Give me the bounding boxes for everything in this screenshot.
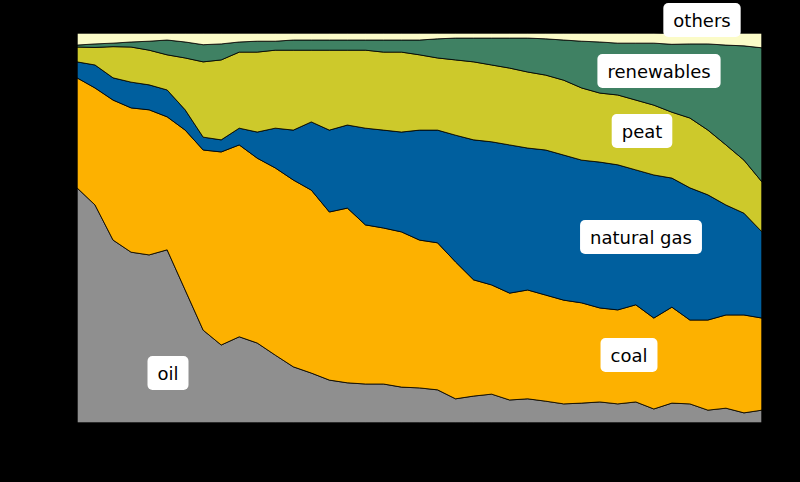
label-box bbox=[597, 54, 720, 88]
plot-area bbox=[77, 33, 762, 423]
label-text: others bbox=[673, 10, 730, 31]
label-box bbox=[601, 338, 658, 372]
background bbox=[0, 0, 800, 482]
plot-frame bbox=[77, 33, 762, 423]
series-label: peat bbox=[612, 114, 673, 148]
label-box bbox=[663, 3, 740, 37]
area-5 bbox=[77, 33, 762, 48]
label-text: renewables bbox=[607, 61, 710, 82]
series-label: renewables bbox=[597, 54, 720, 88]
series-label: others bbox=[663, 3, 740, 37]
label-text: oil bbox=[157, 363, 178, 384]
series-label: coal bbox=[601, 338, 658, 372]
series-label: oil bbox=[147, 356, 188, 390]
label-box bbox=[580, 220, 702, 254]
label-text: peat bbox=[622, 121, 663, 142]
label-box bbox=[147, 356, 188, 390]
label-text: natural gas bbox=[590, 227, 692, 248]
area-3 bbox=[77, 47, 762, 232]
label-text: coal bbox=[611, 345, 648, 366]
label-box bbox=[612, 114, 673, 148]
area-4 bbox=[77, 38, 762, 182]
series-label: natural gas bbox=[580, 220, 702, 254]
chart: oil coal natural gas peat renewables others bbox=[0, 0, 800, 482]
